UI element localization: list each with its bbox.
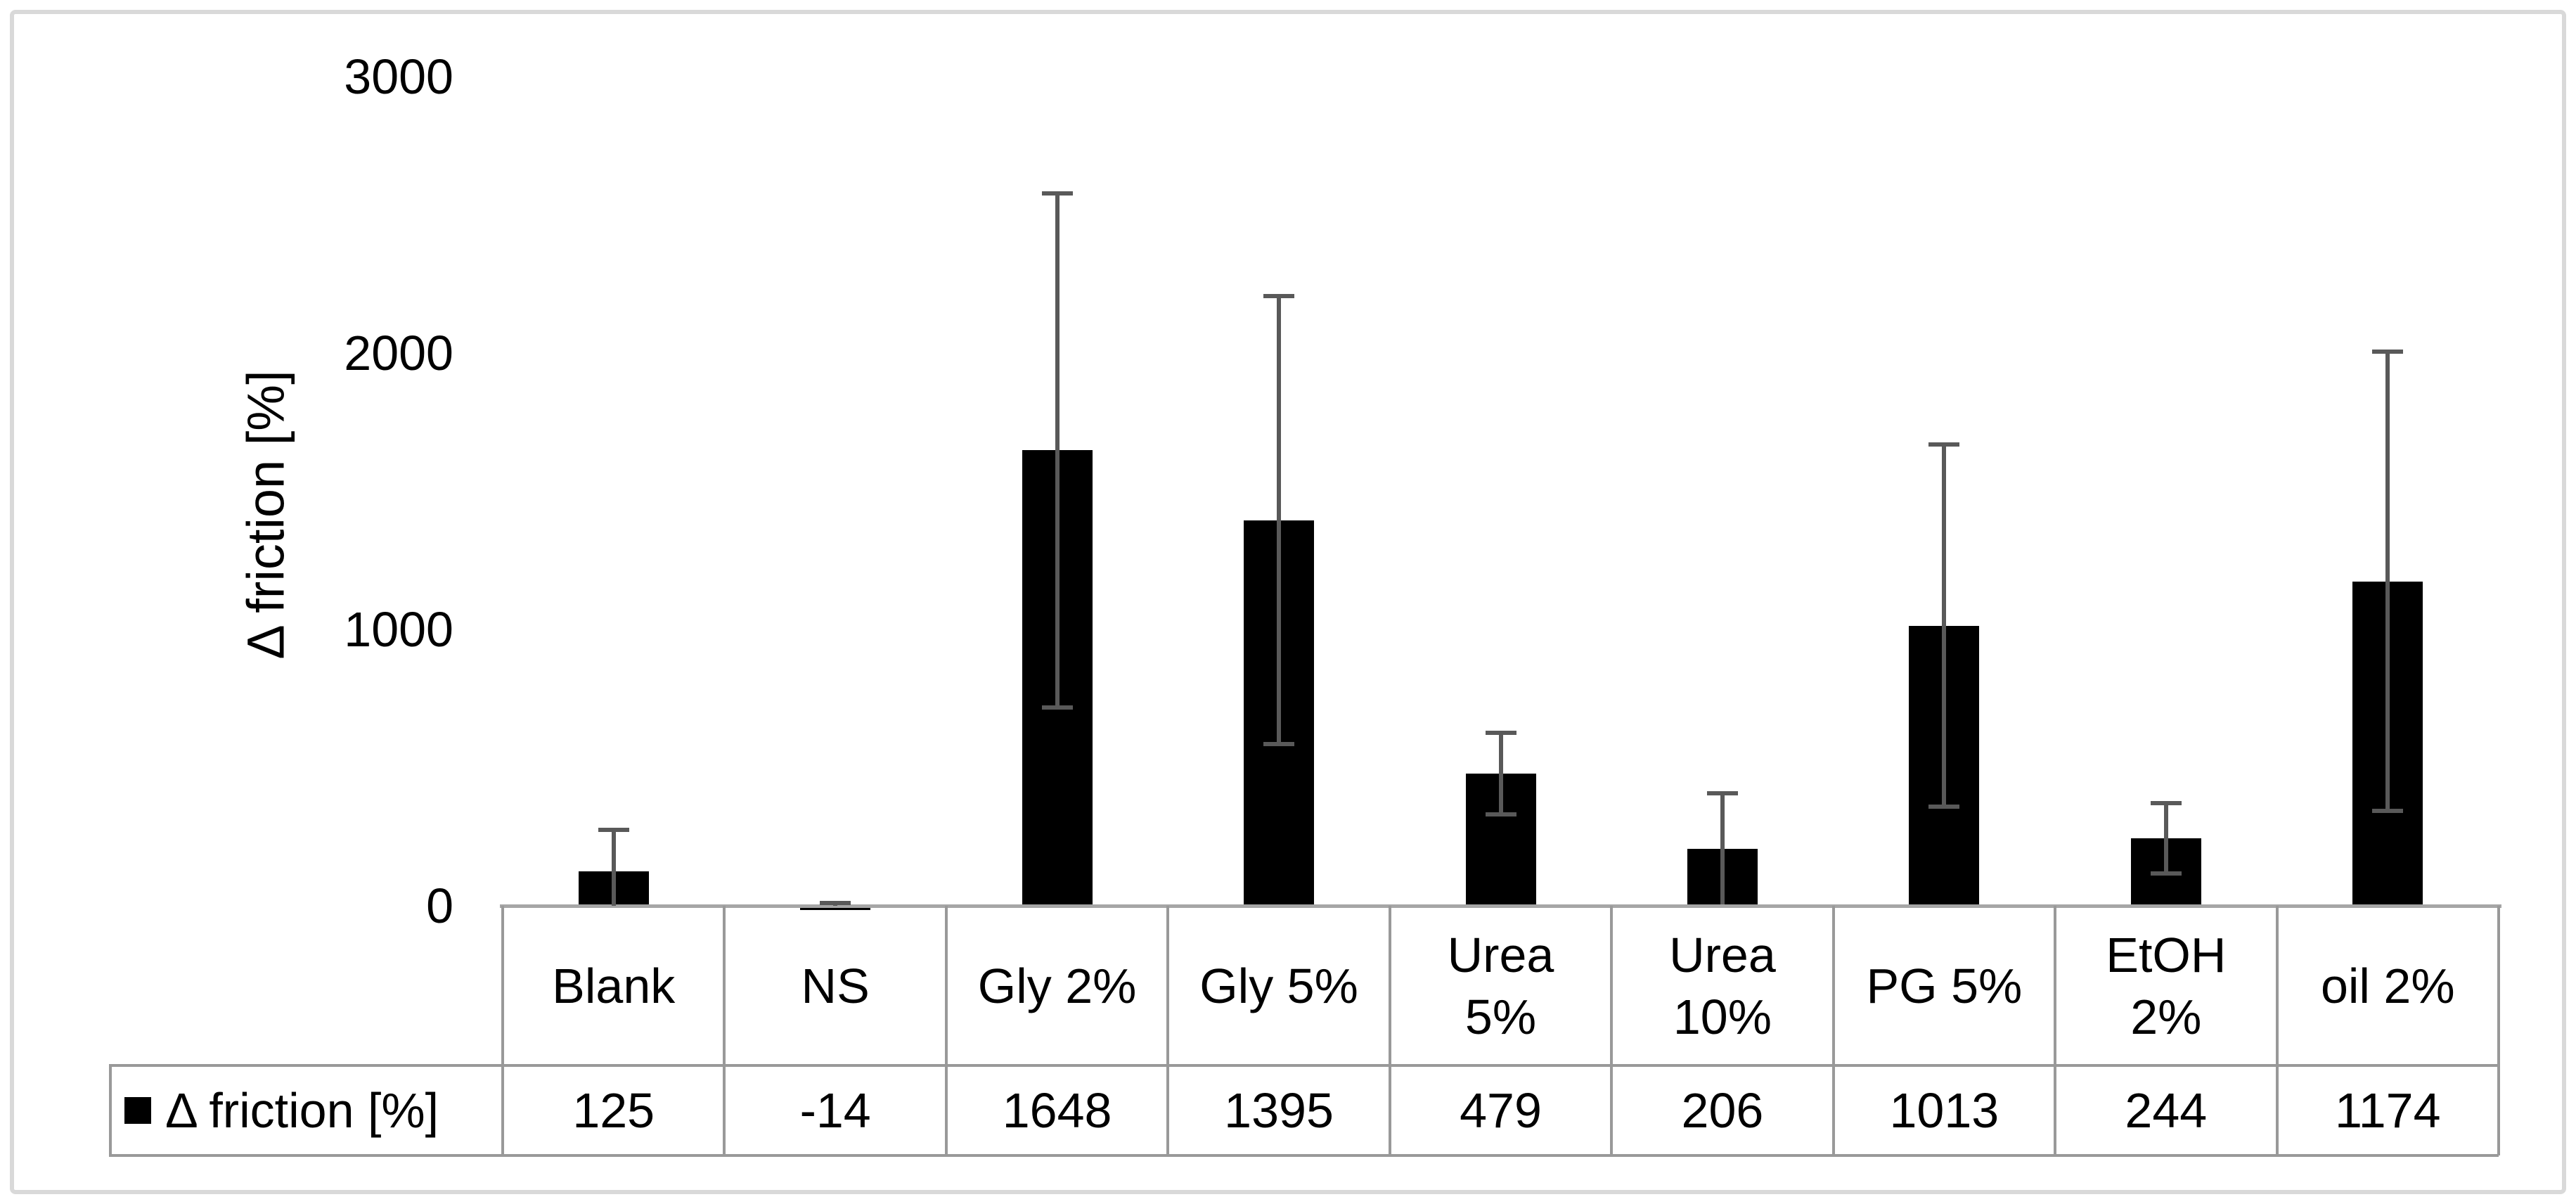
table-gridline-vertical bbox=[2275, 906, 2279, 1155]
error-bar-cap-top bbox=[1928, 442, 1960, 447]
error-bar-line bbox=[1720, 793, 1725, 904]
table-gridline-vertical bbox=[1831, 906, 1835, 1155]
category-cell: NS bbox=[724, 906, 946, 1065]
error-bar-line bbox=[1498, 732, 1503, 814]
error-bar-line bbox=[2163, 802, 2168, 874]
legend-key-swatch bbox=[124, 1097, 151, 1124]
category-cell: Blank bbox=[503, 906, 724, 1065]
category-label-line: 5% bbox=[1464, 989, 1537, 1044]
category-label-line: 10% bbox=[1673, 989, 1772, 1044]
y-tick-label: 0 bbox=[426, 878, 453, 933]
error-bar-line bbox=[1942, 444, 1947, 807]
y-tick-label: 1000 bbox=[344, 602, 453, 657]
error-bar-cap-bottom bbox=[1263, 742, 1295, 747]
table-gridline-vertical bbox=[1610, 906, 1614, 1155]
table-gridline-vertical bbox=[2054, 906, 2057, 1155]
value-cell: 125 bbox=[572, 1083, 655, 1138]
error-bar-cap-top bbox=[2372, 350, 2404, 354]
category-cell: PG 5% bbox=[1834, 906, 2055, 1065]
error-bar-cap-bottom bbox=[1041, 705, 1073, 710]
legend-label: Δ friction [%] bbox=[165, 1083, 439, 1138]
error-bar-cap-bottom bbox=[1928, 805, 1960, 809]
table-gridline-vertical bbox=[2497, 906, 2500, 1155]
category-label-line: Gly 5% bbox=[1199, 958, 1358, 1013]
error-bar-cap-top bbox=[598, 827, 629, 832]
category-label-line: Blank bbox=[552, 958, 676, 1013]
category-label-line: Gly 2% bbox=[977, 958, 1137, 1013]
table-gridline-vertical bbox=[944, 906, 948, 1155]
category-label-line: Urea bbox=[1669, 927, 1776, 982]
value-cell: 1395 bbox=[1224, 1083, 1334, 1138]
value-cell: 1174 bbox=[2335, 1083, 2441, 1138]
error-bar-cap-top bbox=[1263, 294, 1295, 299]
category-cell: Gly 2% bbox=[946, 906, 1168, 1065]
value-cell: 244 bbox=[2125, 1083, 2208, 1138]
category-label-line: NS bbox=[801, 958, 870, 1013]
table-gridline-vertical bbox=[1166, 906, 1170, 1155]
table-gridline-row-divider bbox=[109, 1064, 2499, 1067]
x-axis-line bbox=[500, 904, 2501, 908]
table-gridline-vertical bbox=[723, 906, 726, 1155]
error-bar-line bbox=[611, 829, 616, 906]
table-gridline-vertical bbox=[1388, 906, 1391, 1155]
chart-frame bbox=[10, 10, 2566, 1194]
category-cell: EtOH 2% bbox=[2055, 906, 2276, 1065]
error-bar-line bbox=[1277, 296, 1282, 745]
error-bar-cap-bottom bbox=[2150, 871, 2182, 876]
category-cell: Gly 5% bbox=[1168, 906, 1389, 1065]
error-bar-cap-bottom bbox=[2372, 808, 2404, 813]
table-gridline-bottom bbox=[109, 1154, 2499, 1157]
value-cell: -14 bbox=[799, 1083, 871, 1138]
error-bar-cap-bottom bbox=[1485, 812, 1516, 816]
category-cell: oil 2% bbox=[2277, 906, 2499, 1065]
category-cell: Urea 5% bbox=[1390, 906, 1611, 1065]
error-bar-cap-top bbox=[820, 900, 851, 905]
error-bar-line bbox=[1055, 193, 1060, 707]
error-bar-cap-top bbox=[1041, 191, 1073, 196]
y-tick-label: 2000 bbox=[344, 326, 453, 380]
value-cell: 479 bbox=[1460, 1083, 1542, 1138]
category-label-line: PG 5% bbox=[1866, 958, 2023, 1013]
legend-cell: Δ friction [%] bbox=[109, 1065, 503, 1155]
y-tick-label: 3000 bbox=[344, 49, 453, 104]
value-cell: 1013 bbox=[1889, 1083, 1999, 1138]
error-bar-cap-top bbox=[1706, 791, 1738, 796]
category-label-line: Urea bbox=[1447, 927, 1554, 982]
category-label-line: 2% bbox=[2130, 989, 2202, 1044]
table-gridline-vertical bbox=[501, 906, 504, 1155]
legend-cell-left-border bbox=[109, 1065, 112, 1155]
value-cell: 206 bbox=[1681, 1083, 1764, 1138]
error-bar-line bbox=[2385, 352, 2390, 811]
category-cell: Urea 10% bbox=[1611, 906, 1833, 1065]
value-cell: 1648 bbox=[1002, 1083, 1112, 1138]
error-bar-cap-top bbox=[2150, 800, 2182, 805]
category-label-line: oil 2% bbox=[2320, 958, 2455, 1013]
category-label-line: EtOH bbox=[2106, 927, 2227, 982]
error-bar-cap-top bbox=[1485, 730, 1516, 735]
